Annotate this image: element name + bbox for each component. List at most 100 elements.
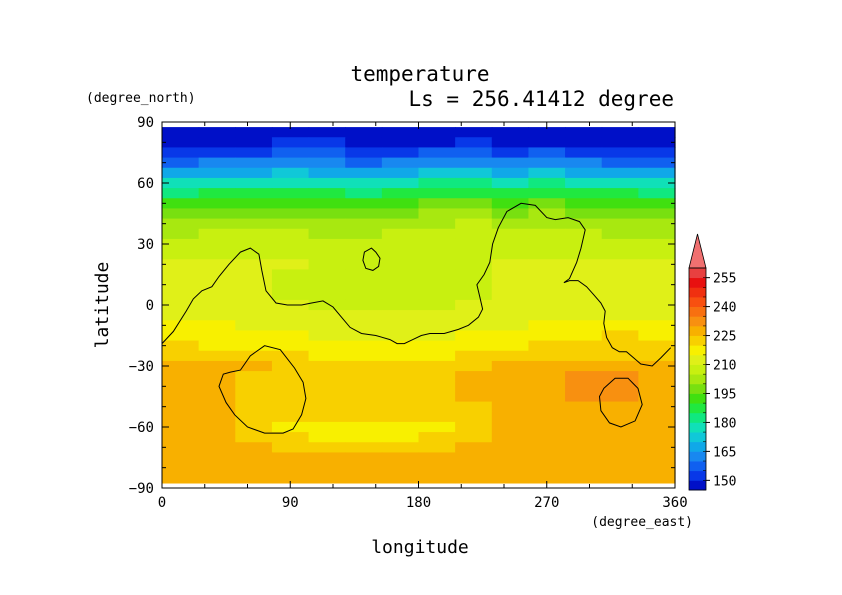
y-axis-label: latitude (92, 262, 113, 349)
field-cell (638, 177, 676, 189)
colorbar-segment (689, 480, 706, 491)
field-cell (601, 137, 639, 149)
field-cell (528, 249, 566, 260)
field-cell (235, 330, 273, 342)
field-cell (528, 218, 566, 230)
field-cell (601, 381, 639, 393)
field-cell (308, 147, 346, 159)
field-cell (235, 289, 273, 301)
field-cell (491, 330, 530, 342)
colorbar-tick-label: 165 (713, 445, 736, 460)
field-cell (491, 228, 530, 240)
field-cell (235, 432, 273, 443)
field-cell (235, 391, 273, 403)
field-cell (381, 350, 420, 362)
y-tick-label: 30 (137, 237, 154, 253)
field-cell (638, 360, 676, 372)
field-cell (162, 472, 200, 484)
field-cell (638, 442, 676, 454)
field-cell (198, 442, 236, 454)
field-cell (308, 228, 346, 240)
field-cell (565, 391, 603, 403)
field-cell (418, 289, 456, 301)
field-cell (198, 147, 236, 159)
y-tick-label: −90 (129, 481, 154, 497)
field-cell (235, 157, 273, 169)
field-cell (601, 249, 639, 260)
field-cell (271, 127, 310, 138)
field-cell (455, 330, 493, 342)
field-cell (528, 238, 566, 250)
field-cell (235, 472, 273, 484)
field-cell (345, 442, 383, 454)
field-cell (271, 350, 310, 362)
field-cell (198, 259, 236, 271)
field-cell (601, 350, 639, 362)
field-cell (491, 157, 530, 169)
field-cell (235, 401, 273, 413)
field-cell (198, 350, 236, 362)
field-cell (271, 401, 310, 413)
field-cell (235, 127, 273, 138)
field-cell (528, 279, 566, 291)
field-cell (565, 421, 603, 433)
field-cell (345, 320, 383, 332)
field-cell (418, 208, 456, 220)
colorbar-segment (689, 451, 706, 462)
field-cell (381, 320, 420, 332)
field-cell (235, 177, 273, 189)
field-cell (491, 137, 530, 149)
field-cell (418, 371, 456, 382)
field-cell (491, 177, 530, 189)
field-cell (308, 238, 346, 250)
field-cell (271, 208, 310, 220)
field-cell (601, 472, 639, 484)
field-cell (455, 371, 493, 382)
field-cell (308, 188, 346, 199)
field-cell (198, 157, 236, 169)
field-cell (601, 177, 639, 189)
field-cell (418, 340, 456, 352)
field-cell (418, 269, 456, 281)
field-cell (638, 421, 676, 433)
field-cell (198, 228, 236, 240)
field-cell (271, 137, 310, 149)
field-cell (565, 462, 603, 474)
field-cell (491, 289, 530, 301)
field-cell (162, 411, 200, 423)
field-cell (491, 269, 530, 281)
field-cell (455, 310, 493, 321)
field-cell (162, 269, 200, 281)
field-cell (565, 299, 603, 311)
field-cell (601, 411, 639, 423)
field-cell (271, 452, 310, 464)
colorbar-tick-label: 195 (713, 387, 736, 402)
field-cell (271, 310, 310, 321)
field-cell (565, 177, 603, 189)
field-cell (418, 350, 456, 362)
field-cell (491, 371, 530, 382)
field-cell (162, 208, 200, 220)
field-cell (565, 320, 603, 332)
field-cell (565, 127, 603, 138)
colorbar-segment (689, 296, 706, 308)
x-tick-label: 90 (282, 495, 299, 511)
field-cell (601, 391, 639, 403)
field-cell (638, 198, 676, 210)
field-cell (381, 330, 420, 342)
field-cell (455, 279, 493, 291)
field-cell (455, 238, 493, 250)
field-cell (271, 147, 310, 159)
field-cell (198, 421, 236, 433)
field-cell (638, 167, 676, 179)
field-cell (418, 452, 456, 464)
field-cell (271, 259, 310, 271)
field-cell (418, 299, 456, 311)
field-cell (308, 391, 346, 403)
field-cell (162, 279, 200, 291)
field-cell (528, 391, 566, 403)
colorbar-segment (689, 412, 706, 423)
colorbar-tick-label: 150 (713, 474, 736, 489)
field-cell (381, 310, 420, 321)
colorbar-segment (689, 316, 706, 327)
